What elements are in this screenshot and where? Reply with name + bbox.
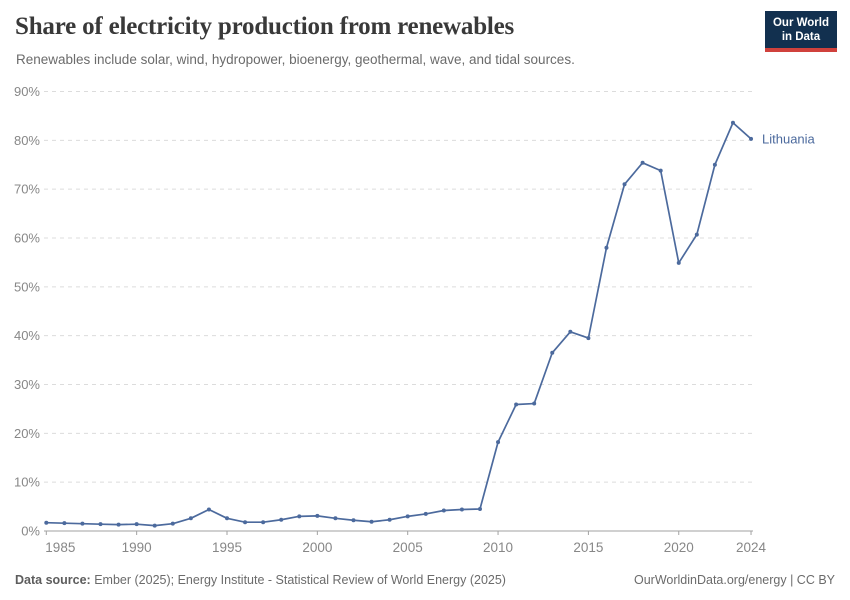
data-point[interactable] — [134, 522, 139, 527]
x-tick-label: 2015 — [573, 540, 603, 555]
data-point[interactable] — [496, 440, 501, 445]
page-title: Share of electricity production from ren… — [15, 13, 515, 40]
data-point[interactable] — [640, 160, 645, 165]
data-point[interactable] — [98, 522, 103, 527]
data-source-label: Data source: — [15, 573, 91, 587]
data-point[interactable] — [477, 507, 482, 512]
owid-logo[interactable]: Our World in Data — [764, 11, 837, 52]
owid-logo-line2: in Data — [781, 31, 821, 43]
x-tick-label: 2000 — [302, 540, 332, 555]
y-tick-label: 90% — [14, 84, 40, 99]
x-tick-label: 2020 — [664, 540, 694, 555]
y-tick-label: 20% — [14, 426, 40, 441]
data-point[interactable] — [188, 516, 193, 521]
owid-logo-accent-bar — [764, 48, 837, 52]
y-tick-label: 0% — [21, 524, 40, 539]
data-point[interactable] — [423, 511, 428, 516]
data-point[interactable] — [44, 520, 49, 525]
x-tick-label: 2005 — [393, 540, 423, 555]
data-point[interactable] — [749, 136, 754, 141]
x-tick-label: 1985 — [45, 540, 75, 555]
data-point[interactable] — [550, 350, 555, 355]
data-point[interactable] — [694, 232, 699, 237]
data-point[interactable] — [261, 520, 266, 525]
data-point[interactable] — [279, 517, 284, 522]
data-point[interactable] — [116, 522, 121, 527]
series-line-lithuania[interactable] — [45, 121, 752, 527]
data-point[interactable] — [405, 514, 410, 519]
data-point[interactable] — [459, 507, 464, 512]
page-subtitle: Renewables include solar, wind, hydropow… — [16, 52, 575, 67]
data-point[interactable] — [80, 521, 85, 526]
data-point[interactable] — [676, 260, 681, 265]
data-point[interactable] — [622, 182, 627, 187]
data-point[interactable] — [225, 516, 229, 521]
y-tick-label: 70% — [14, 182, 40, 197]
y-tick-label: 50% — [14, 279, 40, 294]
data-point[interactable] — [604, 245, 609, 250]
data-point[interactable] — [730, 120, 735, 125]
data-point[interactable] — [315, 513, 320, 518]
data-point[interactable] — [441, 508, 446, 513]
y-tick-label: 10% — [14, 475, 40, 490]
data-point[interactable] — [658, 168, 663, 173]
x-tick-label: 1990 — [122, 540, 152, 555]
data-point[interactable] — [333, 516, 338, 521]
entity-label-lithuania[interactable]: Lithuania — [762, 131, 816, 146]
data-point[interactable] — [514, 402, 519, 407]
y-tick-label: 60% — [14, 231, 40, 246]
data-point[interactable] — [369, 519, 374, 524]
data-point[interactable] — [387, 517, 392, 522]
data-point[interactable] — [206, 507, 211, 512]
owid-logo-line1: Our World — [772, 17, 829, 29]
x-tick-label: 2024 — [736, 540, 767, 555]
data-point[interactable] — [568, 329, 573, 334]
y-tick-label: 80% — [14, 133, 40, 148]
data-point[interactable] — [712, 162, 717, 167]
data-point[interactable] — [170, 521, 175, 526]
data-point[interactable] — [152, 523, 157, 528]
owid-logo-text: Our World in Data — [764, 11, 837, 48]
owid-license-link[interactable]: OurWorldinData.org/energy | CC BY — [633, 573, 835, 587]
x-tick-label: 2010 — [483, 540, 513, 555]
data-point[interactable] — [297, 514, 302, 519]
data-point[interactable] — [351, 518, 356, 523]
data-point[interactable] — [62, 521, 67, 526]
x-tick-label: 1995 — [212, 540, 242, 555]
data-point[interactable] — [586, 336, 591, 341]
chart-footer: Data source: Ember (2025); Energy Instit… — [15, 573, 835, 587]
data-point[interactable] — [532, 401, 537, 406]
y-tick-label: 30% — [14, 377, 40, 392]
data-source-text: Ember (2025); Energy Institute - Statist… — [90, 573, 506, 587]
y-tick-label: 40% — [14, 328, 40, 343]
data-source-note[interactable]: Data source: Ember (2025); Energy Instit… — [15, 573, 506, 587]
data-point[interactable] — [243, 520, 248, 525]
